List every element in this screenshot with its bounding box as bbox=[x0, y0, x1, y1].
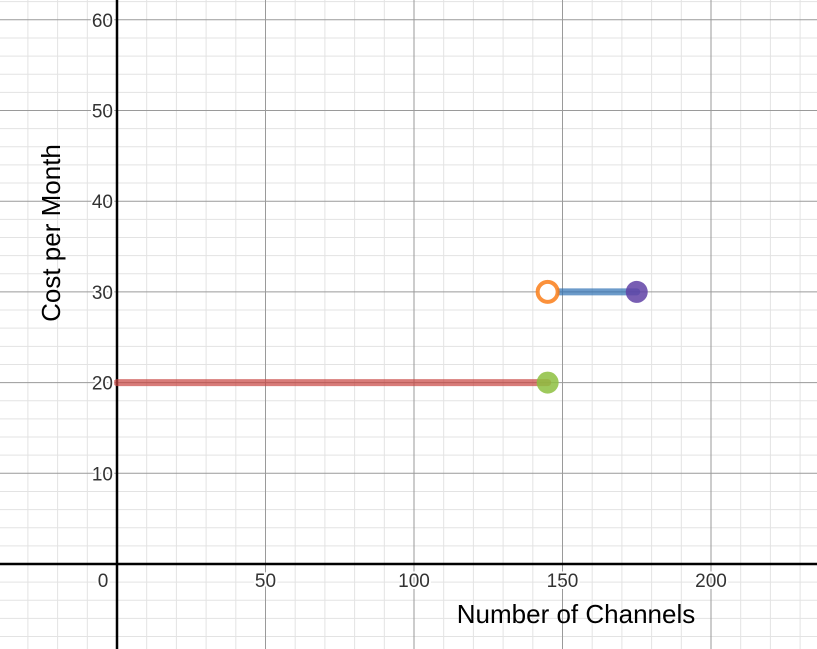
x-tick-label: 150 bbox=[547, 571, 579, 592]
open-point-marker bbox=[535, 279, 560, 304]
x-tick-label: 100 bbox=[398, 571, 430, 592]
x-tick-label: 50 bbox=[255, 571, 276, 592]
y-tick-label: 50 bbox=[92, 102, 113, 123]
y-tick-label: 30 bbox=[92, 283, 113, 304]
filled-point-marker bbox=[536, 371, 559, 394]
tick-labels: 0 50 100 150 200 10 20 30 40 50 60 bbox=[90, 9, 729, 594]
y-tick-label: 20 bbox=[92, 374, 113, 395]
y-tick-label: 60 bbox=[92, 11, 113, 32]
y-tick-label: 10 bbox=[92, 464, 113, 485]
x-tick-label: 200 bbox=[695, 571, 727, 592]
x-axis-title: Number of Channels bbox=[457, 599, 695, 629]
points-layer bbox=[535, 279, 648, 394]
y-axis-title: Cost per Month bbox=[36, 144, 66, 322]
series-layer bbox=[113, 288, 641, 387]
filled-point-marker bbox=[625, 280, 648, 303]
y-tick-label: 40 bbox=[92, 192, 113, 213]
x-tick-label: 0 bbox=[98, 571, 109, 592]
